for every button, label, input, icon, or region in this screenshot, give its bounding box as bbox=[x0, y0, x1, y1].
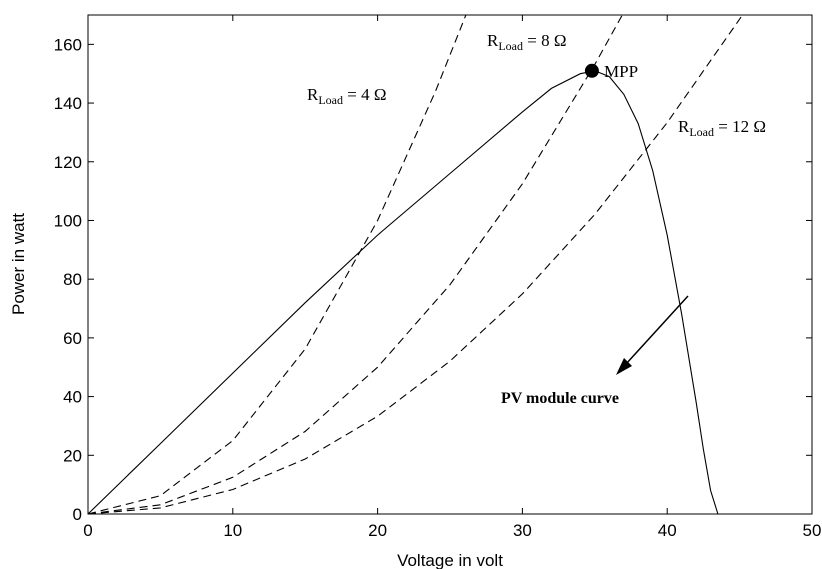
x-tick-label: 20 bbox=[368, 521, 387, 540]
x-tick-label: 50 bbox=[803, 521, 822, 540]
r-load-12-label: RLoad = 12 Ω bbox=[678, 117, 766, 139]
x-tick-label: 40 bbox=[658, 521, 677, 540]
x-tick-label: 10 bbox=[223, 521, 242, 540]
x-tick-label: 0 bbox=[83, 521, 92, 540]
r-load-4-label: RLoad = 4 Ω bbox=[307, 85, 386, 107]
series-group bbox=[87, 14, 743, 515]
mpp-marker bbox=[584, 63, 599, 78]
pv-module-curve-label: PV module curve bbox=[501, 390, 619, 407]
plot-frame bbox=[87, 14, 813, 515]
y-tick-label: 0 bbox=[73, 505, 82, 524]
mpp-label: MPP bbox=[604, 62, 638, 81]
y-tick-label: 140 bbox=[54, 94, 82, 113]
series-line-1 bbox=[87, 14, 467, 515]
y-tick-label: 20 bbox=[63, 446, 82, 465]
y-tick-label: 40 bbox=[63, 388, 82, 407]
series-line-3 bbox=[87, 14, 743, 515]
series-line-2 bbox=[87, 14, 623, 515]
x-axis-title: Voltage in volt bbox=[397, 551, 503, 569]
series-line-0 bbox=[87, 70, 719, 515]
pv-curve-arrow-head bbox=[616, 358, 632, 375]
r-load-8-label: RLoad = 8 Ω bbox=[487, 31, 566, 53]
y-tick-label: 100 bbox=[54, 211, 82, 230]
pv-curve-arrow-shaft bbox=[625, 295, 689, 365]
y-tick-label: 60 bbox=[63, 329, 82, 348]
axis-ticks: 0 10 20 30 40 50 0 20 40 60 80 100 120 140 160 bbox=[54, 15, 822, 540]
y-axis-title: Power in watt bbox=[9, 213, 28, 315]
x-tick-label: 30 bbox=[513, 521, 532, 540]
y-tick-label: 160 bbox=[54, 35, 82, 54]
y-tick-label: 120 bbox=[54, 153, 82, 172]
y-tick-label: 80 bbox=[63, 270, 82, 289]
